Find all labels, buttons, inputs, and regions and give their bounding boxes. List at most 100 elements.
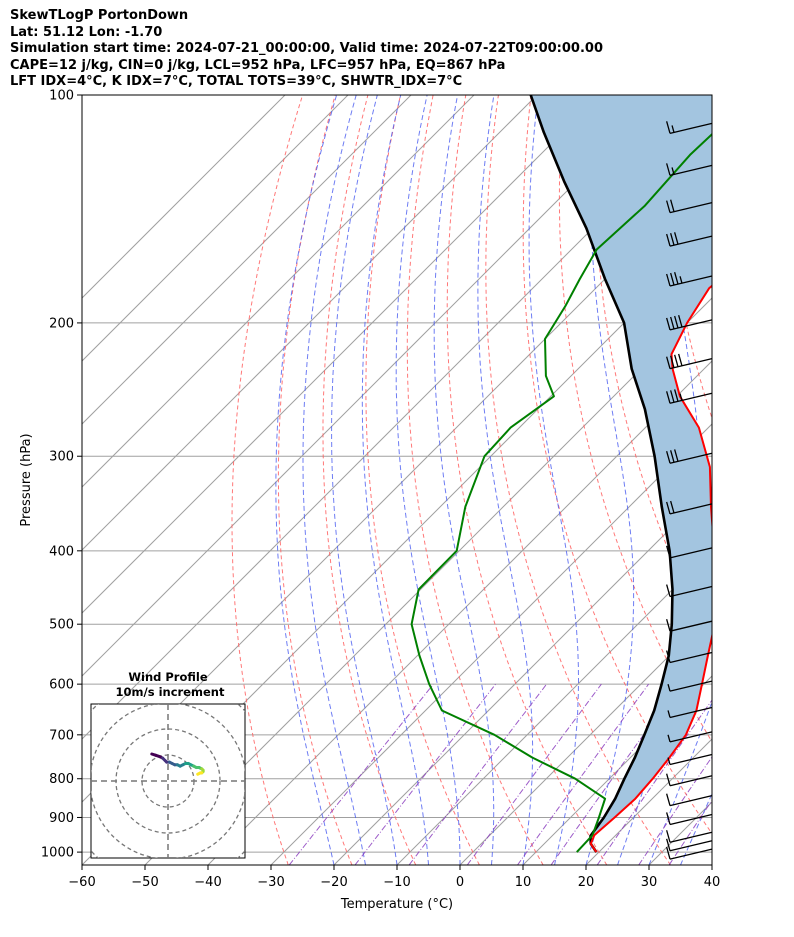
wind-barb	[666, 232, 713, 247]
x-tick-label: 30	[641, 875, 658, 890]
wind-barb-flag	[674, 354, 679, 368]
moist-adiabat-line	[680, 792, 712, 865]
wind-barb-flag	[666, 121, 671, 134]
wind-barb-flag	[679, 393, 683, 401]
wind-barb-flag	[679, 276, 683, 284]
wind-barb-flag	[670, 233, 675, 246]
isotherm-line	[82, 95, 412, 425]
wind-barb	[666, 199, 713, 214]
hodograph-subtitle: 10m/s increment	[116, 685, 225, 699]
wind-barb-flag	[670, 450, 675, 463]
wind-barb-flag	[666, 163, 671, 176]
dry-adiabat-line	[727, 95, 794, 865]
wind-barb-flag	[666, 233, 671, 247]
wind-barb-flag	[666, 830, 671, 843]
moist-adiabat-line	[433, 95, 495, 865]
x-tick-label: −30	[257, 875, 284, 890]
stability-indices-line: LFT IDX=4°C, K IDX=7°C, TOTAL TOTS=39°C,…	[10, 74, 463, 90]
isotherm-line	[270, 423, 712, 865]
wind-barb-shaft	[669, 275, 713, 287]
isotherm-line	[82, 95, 601, 614]
x-tick-label: −50	[131, 875, 158, 890]
hodograph-title: Wind Profile	[128, 670, 208, 684]
x-tick-label: −60	[68, 875, 95, 890]
wind-barb-shaft	[669, 840, 713, 852]
moist-adiabat-line	[477, 95, 534, 865]
wind-barb-flag	[666, 501, 671, 515]
y-tick-label: 200	[49, 316, 74, 331]
wind-barb-shaft	[669, 620, 713, 632]
dry-adiabat-line	[365, 95, 480, 865]
wind-barb-shaft	[669, 358, 713, 370]
x-tick-label: 0	[456, 875, 464, 890]
wind-barb-flag	[666, 773, 671, 786]
wind-barb	[666, 545, 713, 559]
x-axis-label: Temperature (°C)	[340, 897, 453, 912]
y-tick-label: 400	[49, 544, 74, 559]
wind-barb-flag	[674, 232, 679, 245]
moist-adiabat-line	[302, 95, 366, 865]
wind-barb-shaft	[669, 392, 713, 404]
dewpoint-line	[410, 132, 712, 853]
isotherm-line	[459, 612, 712, 865]
moist-adiabat-line	[528, 95, 579, 865]
wind-barb-flag	[670, 272, 675, 286]
wind-barb-flag	[671, 167, 675, 175]
x-tick-label: 20	[578, 875, 595, 890]
chart-title: SkewTLogP PortonDown	[10, 8, 189, 23]
wind-barb-flag	[666, 793, 671, 806]
wind-barb-flag	[666, 273, 671, 287]
wind-barb	[666, 353, 713, 370]
wind-barb-flag	[670, 500, 675, 514]
dry-adiabat-line	[322, 95, 417, 865]
wind-barb-flag	[674, 315, 679, 329]
indices-line: CAPE=12 j/kg, CIN=0 j/kg, LCL=952 hPa, L…	[10, 57, 506, 73]
wind-barb-shaft	[669, 503, 713, 515]
mixing-ratio-line	[288, 683, 434, 865]
wind-barb	[667, 753, 713, 766]
isotherm-line	[82, 95, 475, 488]
wind-barb	[666, 500, 713, 515]
wind-barb-shaft	[669, 706, 713, 719]
moist-adiabat-line	[395, 95, 461, 865]
moist-adiabat-line	[361, 95, 429, 865]
isotherm-line	[82, 95, 286, 299]
cape-area	[530, 95, 712, 853]
isotherm-line	[82, 95, 538, 551]
wind-barb-flag	[678, 315, 683, 328]
wind-barb	[667, 706, 713, 719]
wind-barb	[666, 272, 713, 287]
wind-barb-flag	[666, 451, 671, 464]
wind-barb	[666, 830, 713, 843]
wind-barb-flag	[667, 757, 671, 765]
wind-barb-shaft	[669, 795, 713, 807]
moist-adiabat-line	[585, 95, 635, 865]
wind-barb-shaft	[669, 651, 713, 664]
moist-adiabat-line	[617, 95, 702, 865]
wind-barb	[666, 389, 713, 404]
parcel-profile-line	[529, 95, 674, 853]
wind-barb-shaft	[669, 547, 713, 559]
wind-barb	[666, 584, 713, 598]
wind-barb-flag	[670, 355, 675, 368]
hodograph-trace	[196, 771, 202, 776]
temperature-line	[589, 284, 712, 853]
wind-barb	[667, 731, 713, 743]
wind-barb-shaft	[669, 235, 713, 247]
dry-adiabat-line	[406, 95, 544, 865]
x-tick-label: −20	[320, 875, 347, 890]
moist-adiabat-line	[648, 700, 712, 865]
y-axis-label: Pressure (hPa)	[19, 433, 34, 526]
wind-barb	[666, 838, 713, 852]
wind-barb	[666, 163, 713, 177]
wind-barb	[666, 449, 713, 464]
wind-barb-shaft	[669, 319, 713, 331]
wind-barb	[666, 650, 713, 664]
x-tick-label: −40	[194, 875, 221, 890]
wind-barb-flag	[666, 619, 671, 632]
wind-barb	[666, 619, 713, 632]
wind-barb-flag	[667, 683, 671, 692]
location-line: Lat: 51.12 Lon: -1.70	[10, 24, 163, 40]
wind-barb-shaft	[669, 164, 713, 177]
wind-barb-flag	[666, 838, 671, 851]
